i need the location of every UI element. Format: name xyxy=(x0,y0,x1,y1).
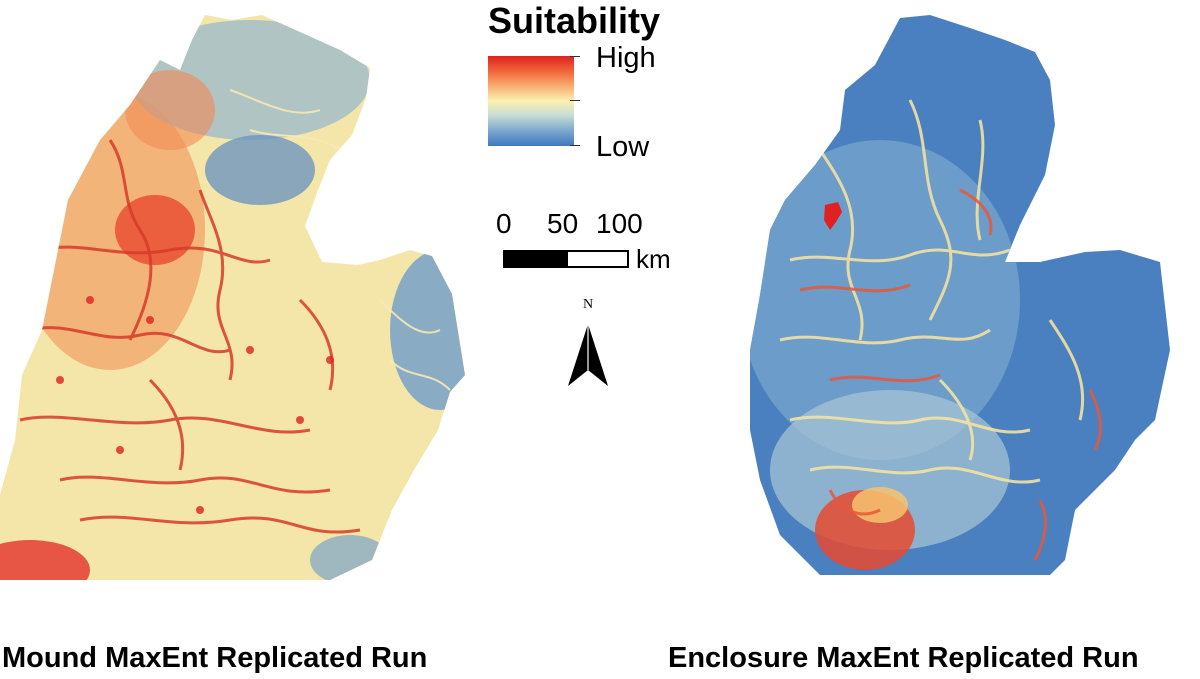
mound-suitability-map xyxy=(0,0,480,590)
legend-low-label: Low xyxy=(596,131,650,163)
scale-bar xyxy=(503,250,629,268)
suitability-color-ramp xyxy=(488,56,574,146)
mound-map-raster xyxy=(0,15,465,580)
legend-tick-high xyxy=(570,56,580,57)
scale-tick-100: 100 xyxy=(596,208,643,239)
mound-map-caption: Mound MaxEnt Replicated Run xyxy=(2,642,428,674)
scale-unit: km xyxy=(636,244,671,274)
scale-tick-50: 50 xyxy=(547,208,579,239)
enclosure-map-caption: Enclosure MaxEnt Replicated Run xyxy=(668,642,1139,674)
legend-tick-low xyxy=(570,145,580,146)
legend-title: Suitability xyxy=(488,0,661,41)
north-arrow-icon xyxy=(568,324,608,386)
north-label: N xyxy=(583,297,594,312)
legend-tick-mid xyxy=(570,100,580,101)
scale-tick-0: 0 xyxy=(496,208,512,239)
scale-bar-fill xyxy=(505,252,568,266)
enclosure-map-raster xyxy=(750,15,1170,575)
enclosure-suitability-map xyxy=(730,0,1200,590)
legend-high-label: High xyxy=(596,42,656,74)
